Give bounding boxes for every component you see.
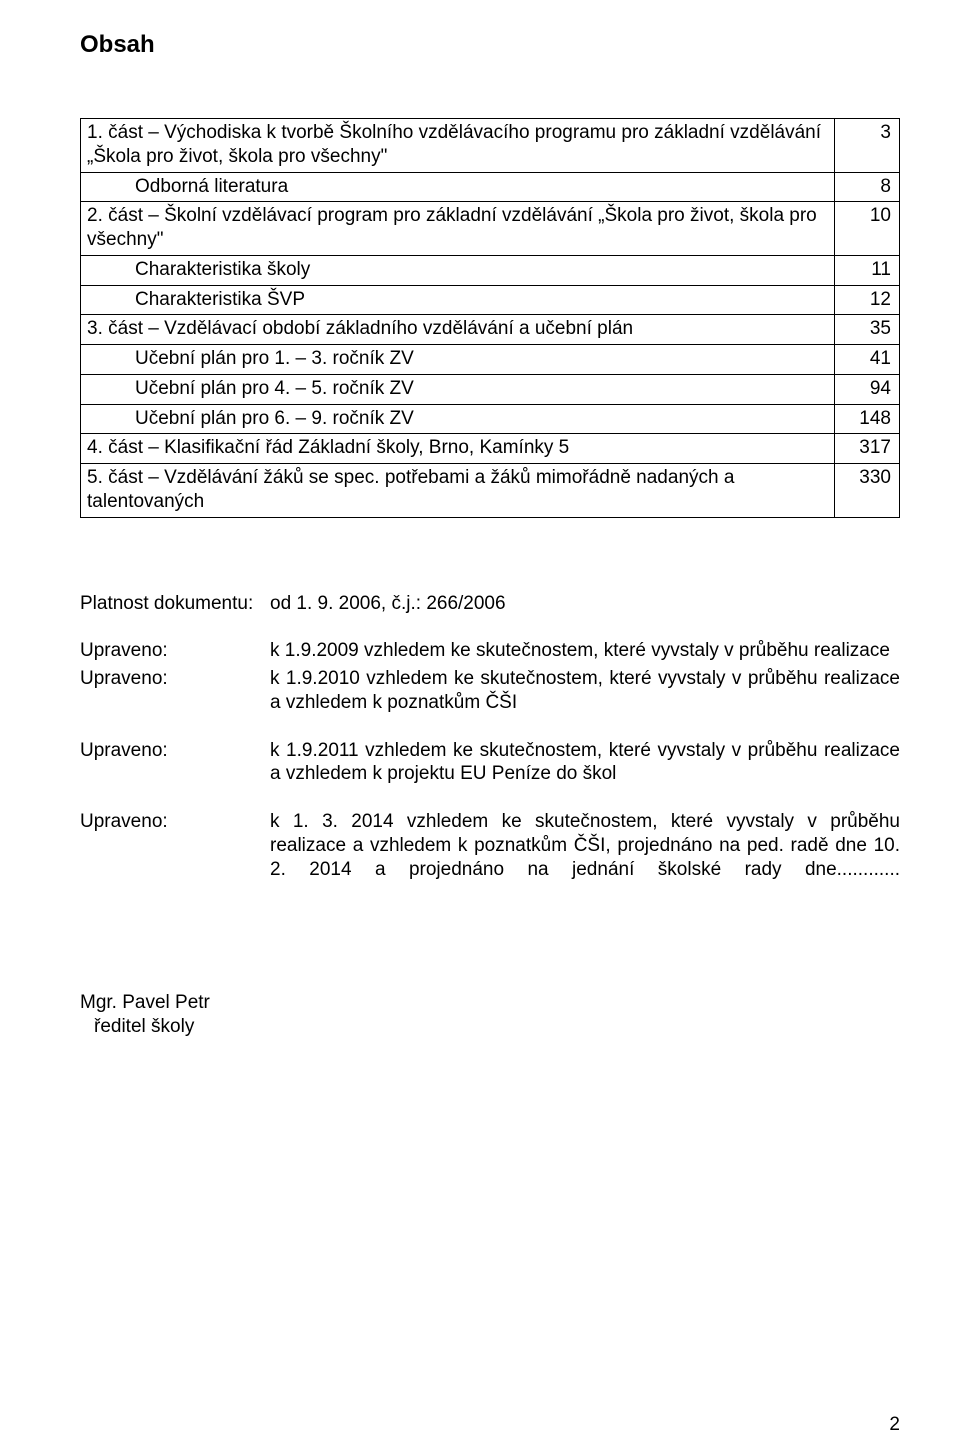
- signature-title: ředitel školy: [80, 1015, 900, 1039]
- toc-text-cell: 3. část – Vzdělávací období základního v…: [81, 315, 835, 345]
- toc-row: 2. část – Školní vzdělávací program pro …: [81, 202, 900, 256]
- metadata-value: k 1. 3. 2014 vzhledem ke skutečnostem, k…: [270, 810, 900, 881]
- toc-page-cell: 10: [835, 202, 900, 256]
- toc-page-cell: 330: [835, 464, 900, 518]
- toc-row: Charakteristika školy11: [81, 255, 900, 285]
- toc-text-cell: Učební plán pro 6. – 9. ročník ZV: [81, 404, 835, 434]
- toc-row: Odborná literatura8: [81, 172, 900, 202]
- toc-text-cell: Charakteristika ŠVP: [81, 285, 835, 315]
- toc-page-cell: 3: [835, 119, 900, 173]
- toc-row: 3. část – Vzdělávací období základního v…: [81, 315, 900, 345]
- metadata-row: Upraveno:k 1.9.2009 vzhledem ke skutečno…: [80, 639, 900, 663]
- metadata-value: od 1. 9. 2006, č.j.: 266/2006: [270, 592, 900, 616]
- toc-page-cell: 94: [835, 374, 900, 404]
- toc-row: Učební plán pro 4. – 5. ročník ZV94: [81, 374, 900, 404]
- metadata-row: Upraveno:k 1. 3. 2014 vzhledem ke skuteč…: [80, 810, 900, 881]
- signature-block: Mgr. Pavel Petr ředitel školy: [80, 991, 900, 1039]
- metadata-block: Platnost dokumentu:od 1. 9. 2006, č.j.: …: [80, 592, 900, 882]
- signature-name: Mgr. Pavel Petr: [80, 991, 900, 1015]
- toc-row: Učební plán pro 1. – 3. ročník ZV41: [81, 345, 900, 375]
- metadata-row: Platnost dokumentu:od 1. 9. 2006, č.j.: …: [80, 592, 900, 616]
- toc-row: Učební plán pro 6. – 9. ročník ZV148: [81, 404, 900, 434]
- toc-page-cell: 11: [835, 255, 900, 285]
- toc-row: 1. část – Východiska k tvorbě Školního v…: [81, 119, 900, 173]
- toc-page-cell: 12: [835, 285, 900, 315]
- toc-text-cell: Učební plán pro 4. – 5. ročník ZV: [81, 374, 835, 404]
- toc-text-cell: 2. část – Školní vzdělávací program pro …: [81, 202, 835, 256]
- toc-text-cell: Charakteristika školy: [81, 255, 835, 285]
- metadata-label: Upraveno:: [80, 639, 270, 663]
- toc-text-cell: 1. část – Východiska k tvorbě Školního v…: [81, 119, 835, 173]
- page-number: 2: [889, 1413, 900, 1437]
- metadata-label: Platnost dokumentu:: [80, 592, 270, 616]
- metadata-value: k 1.9.2011 vzhledem ke skutečnostem, kte…: [270, 739, 900, 787]
- metadata-label: Upraveno:: [80, 810, 270, 834]
- toc-text-cell: Učební plán pro 1. – 3. ročník ZV: [81, 345, 835, 375]
- metadata-value: k 1.9.2010 vzhledem ke skutečnostem, kte…: [270, 667, 900, 715]
- toc-text-cell: Odborná literatura: [81, 172, 835, 202]
- toc-row: 5. část – Vzdělávání žáků se spec. potře…: [81, 464, 900, 518]
- toc-page-cell: 8: [835, 172, 900, 202]
- metadata-row: Upraveno:k 1.9.2011 vzhledem ke skutečno…: [80, 739, 900, 787]
- metadata-label: Upraveno:: [80, 739, 270, 763]
- toc-page-cell: 148: [835, 404, 900, 434]
- metadata-row: Upraveno:k 1.9.2010 vzhledem ke skutečno…: [80, 667, 900, 715]
- toc-row: 4. část – Klasifikační řád Základní škol…: [81, 434, 900, 464]
- toc-table: 1. část – Východiska k tvorbě Školního v…: [80, 118, 900, 518]
- page-heading: Obsah: [80, 30, 900, 60]
- toc-page-cell: 41: [835, 345, 900, 375]
- metadata-value: k 1.9.2009 vzhledem ke skutečnostem, kte…: [270, 639, 900, 663]
- toc-page-cell: 35: [835, 315, 900, 345]
- metadata-label: Upraveno:: [80, 667, 270, 691]
- toc-page-cell: 317: [835, 434, 900, 464]
- toc-text-cell: 4. část – Klasifikační řád Základní škol…: [81, 434, 835, 464]
- toc-text-cell: 5. část – Vzdělávání žáků se spec. potře…: [81, 464, 835, 518]
- toc-row: Charakteristika ŠVP12: [81, 285, 900, 315]
